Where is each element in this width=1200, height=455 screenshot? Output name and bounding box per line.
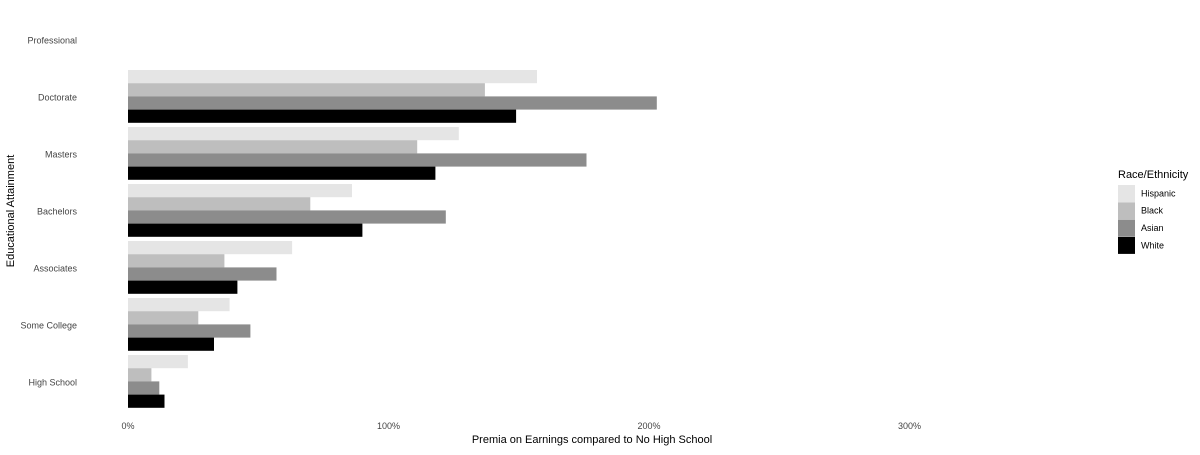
bar-white-associates: [128, 280, 238, 294]
bar-black-bachelors: [128, 197, 311, 211]
legend-title: Race/Ethnicity: [1118, 169, 1189, 181]
bar-asian-high-school: [128, 381, 160, 395]
bar-hispanic-associates: [128, 241, 293, 255]
y-tick-label: Bachelors: [37, 206, 78, 216]
bar-hispanic-doctorate: [128, 70, 537, 84]
x-tick-label: 200%: [637, 421, 660, 431]
legend-item-asian: Asian: [1118, 219, 1164, 237]
y-tick-label: Associates: [33, 263, 77, 273]
bar-white-some-college: [128, 337, 214, 351]
legend-items: Hispanic Black Asian White: [1118, 185, 1176, 254]
bar-black-high-school: [128, 368, 152, 382]
bar-asian-some-college: [128, 324, 251, 338]
bar-white-bachelors: [128, 223, 363, 237]
bar-black-doctorate: [128, 83, 485, 97]
bar-hispanic-bachelors: [128, 184, 352, 198]
bar-asian-masters: [128, 153, 587, 167]
bar-hispanic-some-college: [128, 298, 230, 312]
x-tick-labels: 0% 100% 200% 300%: [121, 421, 921, 431]
y-axis-title: Educational Attainment: [5, 155, 17, 268]
x-tick-label: 300%: [898, 421, 921, 431]
bar-hispanic-high-school: [128, 355, 188, 369]
bar-asian-doctorate: [128, 96, 657, 110]
bar-asian-associates: [128, 267, 277, 281]
legend-label: White: [1141, 240, 1164, 250]
y-tick-labels: High School Some College Associates Bachelo…: [20, 35, 77, 387]
legend-label: Black: [1141, 206, 1164, 216]
legend-label: Asian: [1141, 223, 1164, 233]
y-tick-label: High School: [28, 377, 77, 387]
legend-swatch: [1118, 219, 1135, 237]
x-axis-title: Premia on Earnings compared to No High S…: [472, 434, 712, 446]
bar-black-associates: [128, 254, 225, 268]
legend-item-white: White: [1118, 236, 1164, 254]
legend: Race/Ethnicity Hispanic Black Asian White: [1118, 169, 1189, 254]
legend-item-black: Black: [1118, 202, 1164, 220]
x-tick-label: 0%: [121, 421, 134, 431]
legend-label: Hispanic: [1141, 188, 1176, 198]
bar-white-high-school: [128, 394, 165, 408]
legend-swatch: [1118, 236, 1135, 254]
bar-white-masters: [128, 166, 436, 180]
bars-layer: [128, 70, 657, 408]
x-tick-label: 100%: [377, 421, 400, 431]
bar-hispanic-masters: [128, 127, 459, 141]
bar-white-doctorate: [128, 109, 517, 123]
bar-black-some-college: [128, 311, 199, 325]
y-tick-label: Doctorate: [38, 92, 77, 102]
y-tick-label: Professional: [27, 35, 77, 45]
y-tick-label: Some College: [20, 320, 77, 330]
legend-item-hispanic: Hispanic: [1118, 185, 1176, 202]
y-tick-label: Masters: [45, 149, 78, 159]
legend-swatch: [1118, 202, 1135, 220]
bar-asian-bachelors: [128, 210, 446, 224]
bar-black-masters: [128, 140, 418, 154]
legend-swatch: [1118, 185, 1135, 202]
